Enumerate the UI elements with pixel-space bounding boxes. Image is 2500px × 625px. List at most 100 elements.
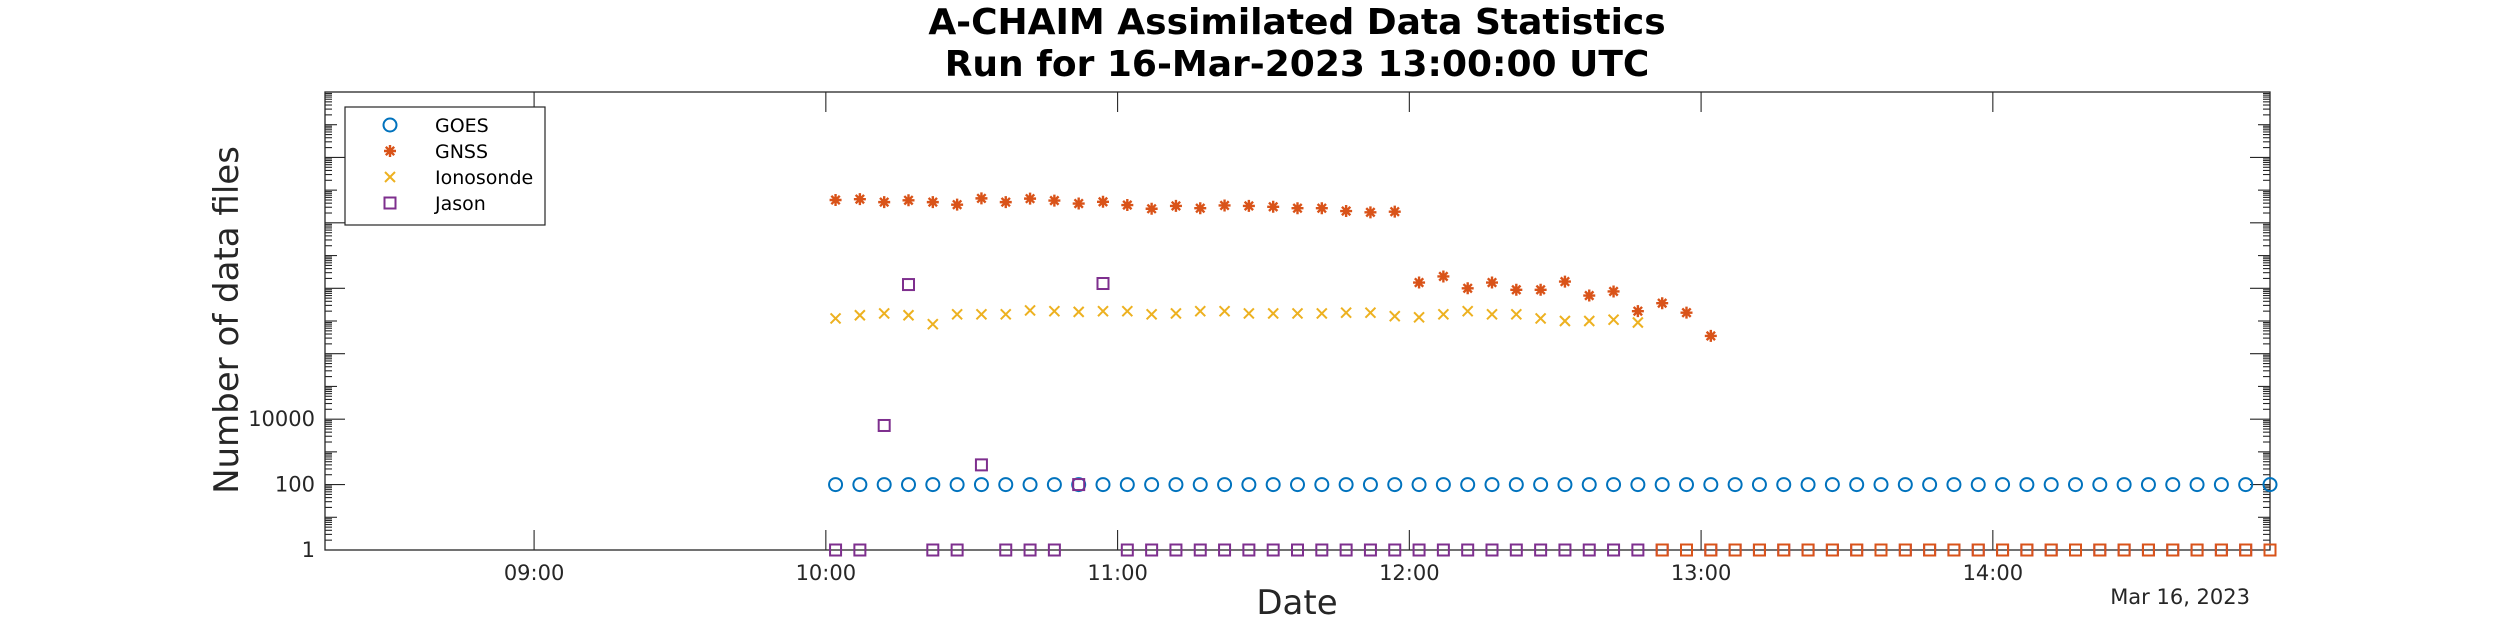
legend-entry: Ionosonde <box>435 167 533 189</box>
data-point <box>1971 543 1985 557</box>
data-point <box>2262 477 2278 493</box>
data-point <box>1680 306 1693 319</box>
data-point <box>1607 285 1620 298</box>
data-point <box>1145 308 1158 321</box>
data-point <box>1874 543 1888 557</box>
data-point <box>1607 313 1620 326</box>
data-point <box>926 543 940 557</box>
data-point <box>1048 194 1061 207</box>
data-point <box>1461 282 1474 295</box>
legend-marker <box>382 117 398 133</box>
data-point <box>1583 289 1596 302</box>
data-point <box>902 278 915 292</box>
data-point <box>1024 192 1037 205</box>
legend-marker <box>384 145 396 157</box>
data-point <box>1655 543 1669 557</box>
x-tick-label: 09:00 <box>504 561 565 585</box>
data-point <box>876 477 892 493</box>
chart-legend: GOES GNSS Ionosonde Jason <box>344 106 546 226</box>
data-point <box>1631 305 1644 318</box>
data-point <box>2190 543 2204 557</box>
data-point <box>1460 477 1476 493</box>
data-point <box>975 192 988 205</box>
data-point <box>1752 543 1766 557</box>
data-point <box>1022 477 1038 493</box>
data-point <box>2093 543 2107 557</box>
data-point <box>926 196 939 209</box>
data-point <box>853 193 866 206</box>
data-point <box>1486 308 1498 321</box>
data-point <box>2189 477 2205 493</box>
data-point <box>1510 283 1523 296</box>
data-point <box>828 477 844 493</box>
data-point <box>1946 477 1962 493</box>
data-point <box>1119 477 1135 493</box>
data-point <box>1243 307 1255 320</box>
data-point <box>1267 200 1280 213</box>
data-point <box>1217 477 1233 493</box>
data-point <box>975 308 988 321</box>
data-point <box>1510 308 1523 321</box>
data-point <box>1581 477 1597 493</box>
data-point <box>1192 477 1208 493</box>
data-point <box>1970 477 1986 493</box>
data-point <box>2117 543 2131 557</box>
data-point <box>829 193 842 206</box>
data-point <box>2214 543 2228 557</box>
data-point <box>951 198 964 211</box>
legend-entry: Jason <box>434 193 486 215</box>
data-point <box>1461 305 1474 317</box>
data-point <box>1315 202 1328 215</box>
data-point <box>1168 477 1184 493</box>
data-point <box>1413 311 1425 323</box>
data-point <box>1315 543 1329 557</box>
data-point <box>1800 477 1816 493</box>
data-point <box>1680 543 1693 557</box>
data-point <box>1630 477 1646 493</box>
data-point <box>1144 477 1160 493</box>
data-point <box>1776 477 1792 493</box>
chart-subtitle: Run for 16-Mar-2023 13:00:00 UTC <box>945 44 1650 85</box>
legend-marker <box>384 171 396 183</box>
y-tick-label: 10000 <box>248 407 315 431</box>
legend-entry: GOES <box>435 115 489 137</box>
data-point <box>1631 543 1645 557</box>
data-point <box>2140 477 2156 493</box>
data-point <box>1389 310 1401 322</box>
data-point <box>2213 477 2229 493</box>
x-date-label: Mar 16, 2023 <box>2110 585 2250 609</box>
data-point <box>1704 329 1717 342</box>
y-tick-label: 1 <box>302 538 315 562</box>
data-point <box>902 194 915 207</box>
data-point <box>1145 202 1158 215</box>
data-point <box>1314 477 1330 493</box>
data-point <box>1193 543 1207 557</box>
chart-title: A-CHAIM Assimilated Data Statistics <box>928 2 1665 43</box>
data-point <box>2020 543 2034 557</box>
legend-entry: GNSS <box>435 141 488 163</box>
data-point <box>1437 270 1450 283</box>
data-point <box>1583 315 1595 327</box>
data-point <box>829 312 842 325</box>
data-point <box>1703 477 1719 493</box>
data-point <box>1266 543 1280 557</box>
data-point <box>1316 307 1328 320</box>
data-point <box>829 543 843 557</box>
data-point <box>1679 477 1694 493</box>
data-point <box>1824 477 1840 493</box>
data-point <box>1897 477 1913 493</box>
data-point <box>927 318 939 330</box>
data-point <box>1194 202 1207 215</box>
data-point <box>1121 305 1134 317</box>
data-point <box>1923 543 1937 557</box>
data-point <box>1169 199 1182 212</box>
x-axis-label: Date <box>1256 583 1337 623</box>
series-goes <box>828 477 2278 493</box>
data-point <box>1291 202 1304 215</box>
data-point <box>2043 477 2059 493</box>
series-gnss <box>829 192 1717 342</box>
series-jason <box>829 277 2277 557</box>
data-point <box>998 477 1014 493</box>
data-point <box>1922 477 1938 493</box>
data-point <box>950 543 964 557</box>
